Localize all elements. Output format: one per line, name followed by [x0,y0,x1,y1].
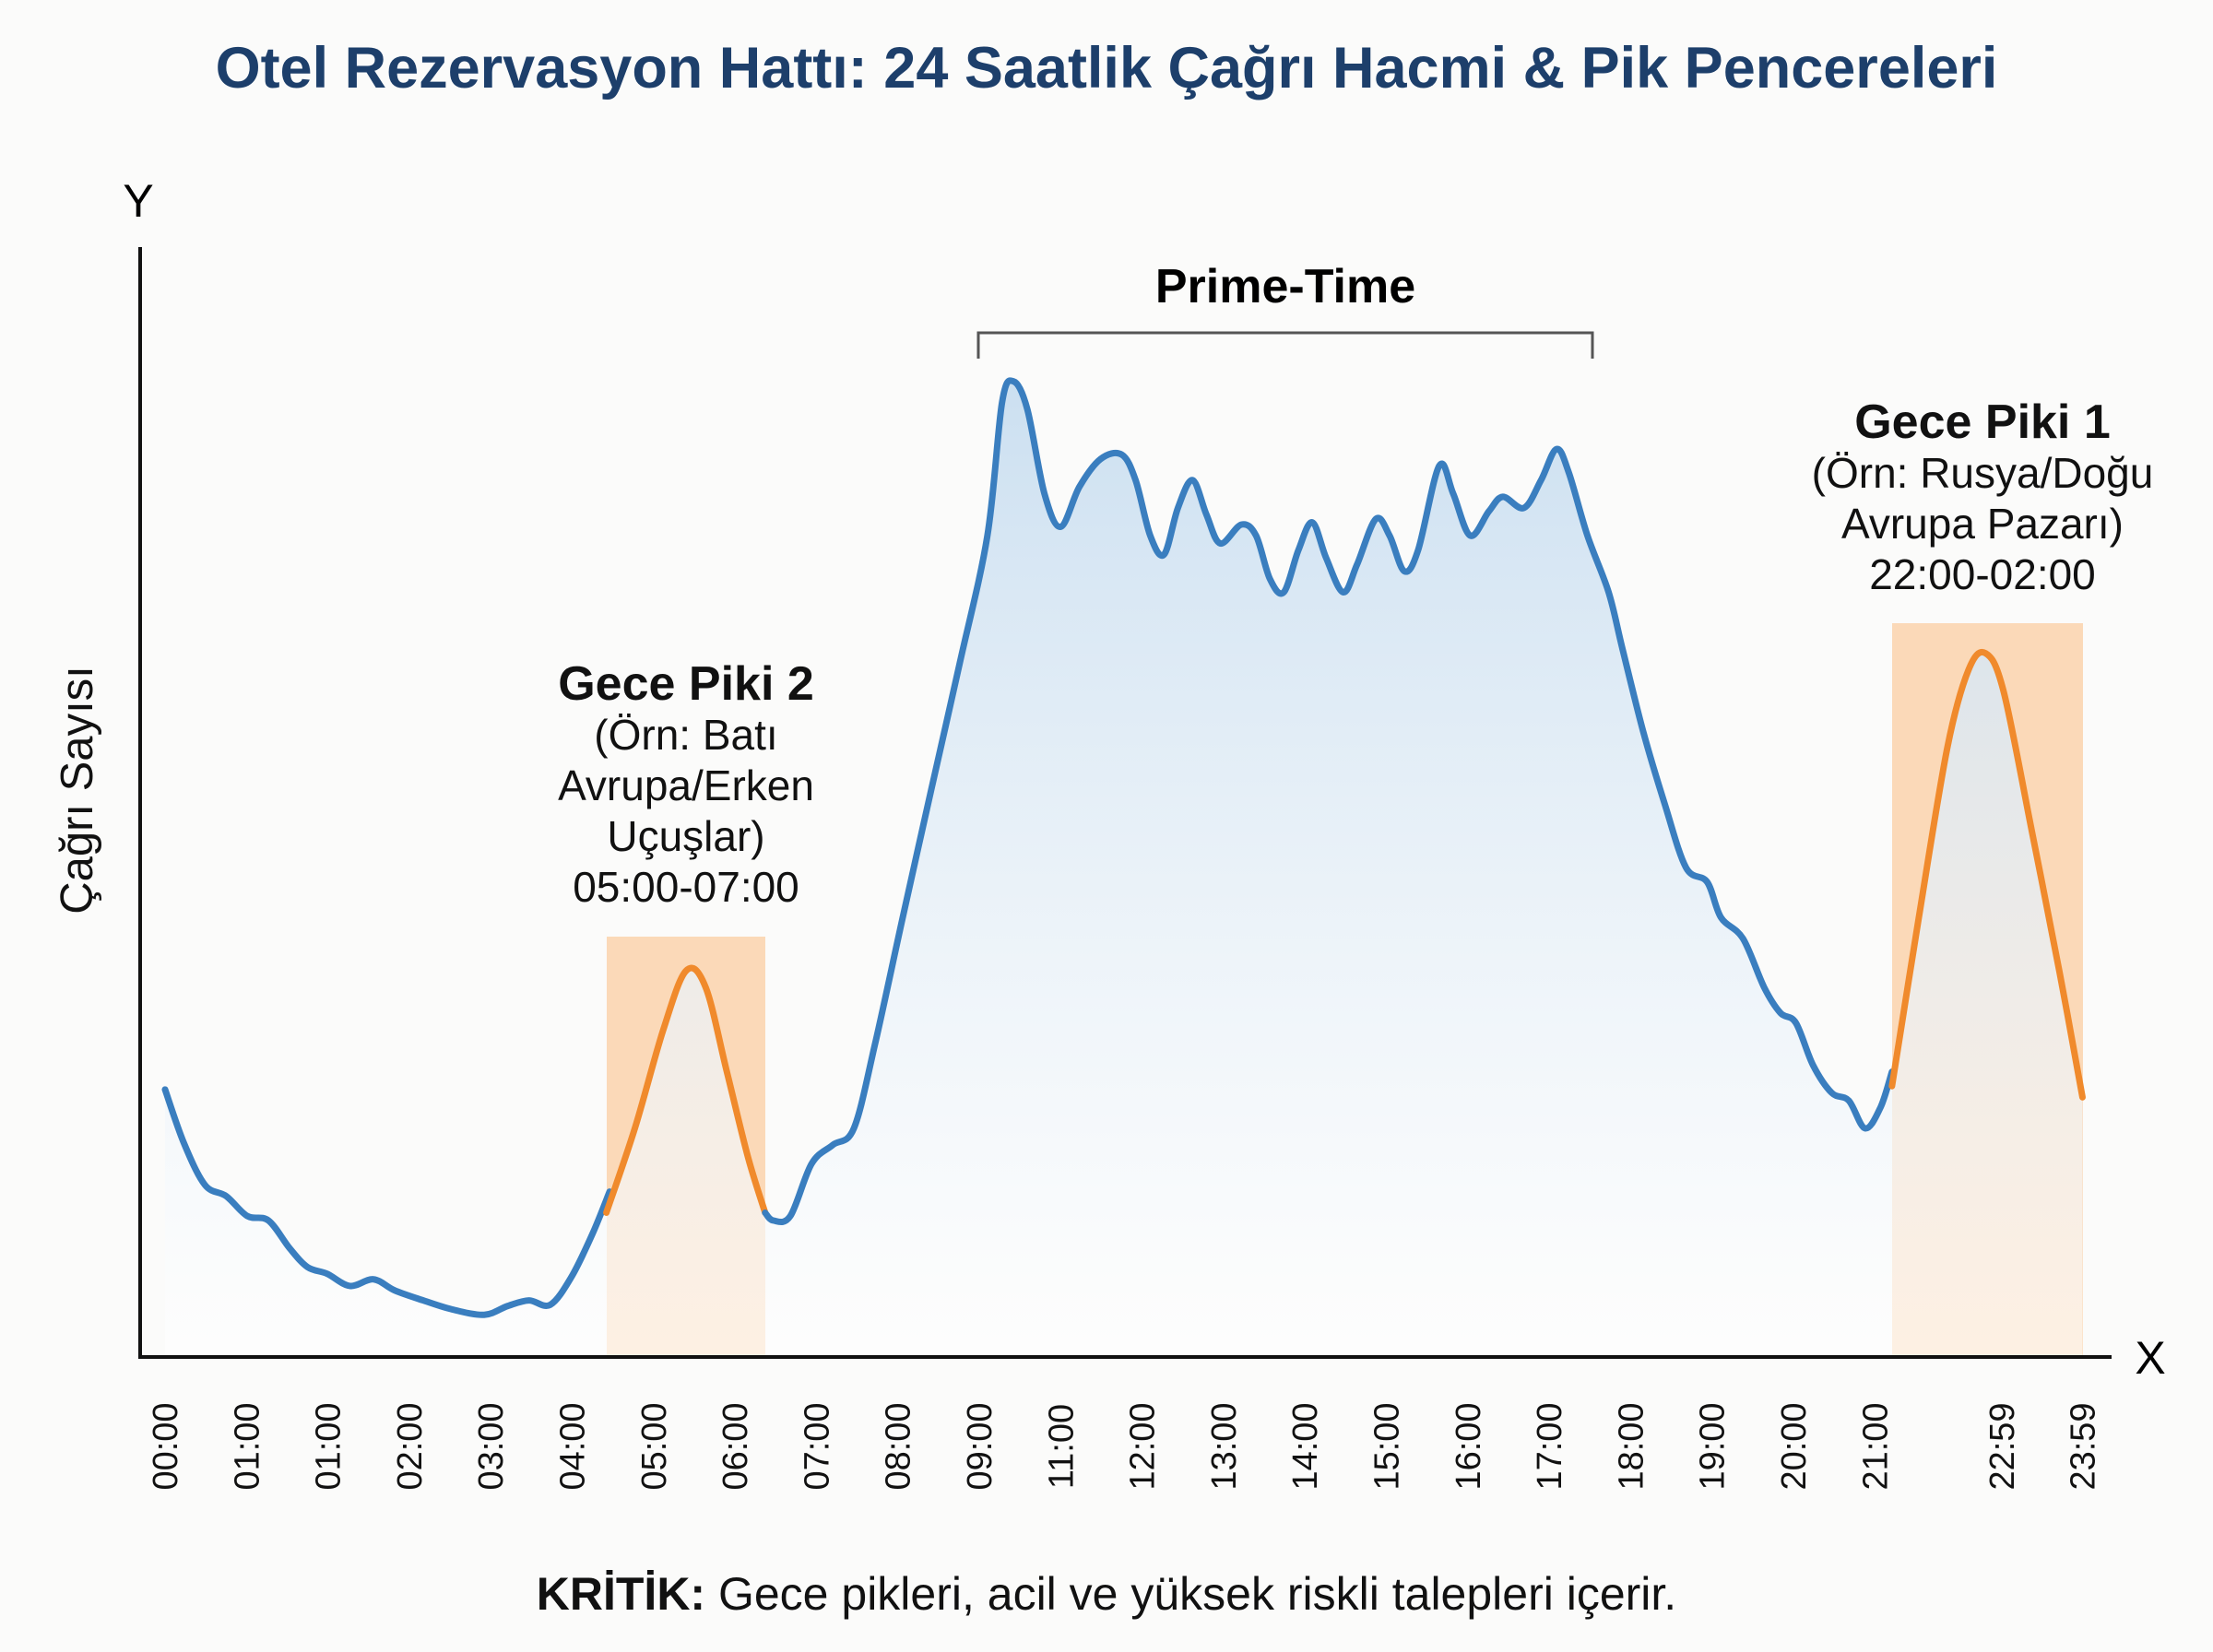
x-tick-label: 13:00 [1205,1402,1244,1490]
annotation-peak-1: Gece Piki 1 (Örn: Rusya/Doğu Avrupa Paza… [1812,396,2154,600]
series-line-peak-2-1 [603,964,769,1216]
annotation-peak-1-title: Gece Piki 1 [1854,395,2111,449]
annotation-peak-2-line: (Örn: Batı [594,711,778,759]
x-tick-label: 17:00 [1531,1402,1569,1490]
x-tick-label: 23:59 [2064,1402,2102,1490]
x-tick-label: 04:00 [554,1402,593,1490]
x-tick-label: 18:00 [1612,1402,1651,1490]
x-tick-label: 01:00 [228,1402,266,1490]
x-tick-label: 01:00 [310,1402,349,1490]
annotation-peak-2-line: Uçuşlar) [607,812,765,860]
x-tick-label: 05:00 [635,1402,674,1490]
footer-critical-label: KRİTİK: [536,1568,706,1620]
x-tick-label: 02:00 [391,1402,430,1490]
footer-text: Gece pikleri, acil ve yüksek riskli tale… [705,1568,1677,1620]
prime-time-bracket [976,331,1594,359]
x-tick-label: 19:00 [1694,1402,1733,1490]
x-tick-label: 21:00 [1856,1402,1895,1490]
chart-title: Otel Rezervasyon Hattı: 24 Saatlik Çağrı… [215,36,1998,100]
annotation-peak-1-line: (Örn: Rusya/Doğu [1811,449,2154,497]
x-tick-label: 08:00 [880,1402,918,1490]
x-tick-label: 07:00 [798,1402,836,1490]
x-tick-label: 06:00 [716,1402,755,1490]
series-line-base-0 [161,1086,613,1318]
x-tick-label: 15:00 [1368,1402,1407,1490]
x-tick-label: 03:00 [472,1402,511,1490]
y-axis-letter: Y [123,175,153,227]
annotation-peak-2-line: 05:00-07:00 [573,863,799,911]
footer-note: KRİTİK: Gece pikleri, acil ve yüksek ris… [0,1567,2213,1621]
x-tick-label: 00:00 [147,1402,185,1490]
prime-time-label: Prime-Time [1155,260,1415,313]
series-line-base-2 [762,377,1896,1226]
x-axis-letter: X [2135,1332,2165,1384]
series-line-peak-1-3 [1888,648,2086,1101]
x-tick-label: 22:59 [1983,1402,2022,1490]
annotation-peak-2: Gece Piki 2 (Örn: Batı Avrupa/Erken Uçuş… [558,658,814,913]
x-tick-label: 09:00 [961,1402,1000,1490]
y-axis-label: Çağrı Sayısı [53,666,102,914]
area-fill [165,380,2083,1357]
x-tick-label: 12:00 [1124,1402,1163,1490]
x-tick-label: 11:00 [1042,1404,1081,1489]
annotation-peak-2-title: Gece Piki 2 [558,657,814,711]
x-tick-label: 16:00 [1450,1402,1488,1490]
annotation-peak-2-line: Avrupa/Erken [558,761,814,809]
annotation-peak-1-line: Avrupa Pazarı) [1841,500,2124,548]
x-tick-label: 14:00 [1286,1402,1325,1490]
annotation-peak-1-line: 22:00-02:00 [1869,550,2096,598]
x-tick-label: 20:00 [1775,1402,1814,1490]
